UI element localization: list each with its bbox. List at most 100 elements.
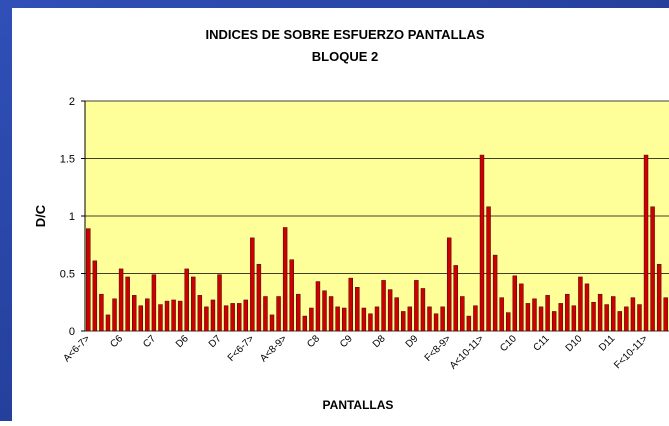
bar (446, 237, 452, 332)
bar (171, 299, 176, 332)
bar (112, 298, 117, 332)
bar (643, 154, 649, 332)
bar (538, 306, 544, 332)
bar (164, 300, 170, 332)
bar (650, 206, 655, 332)
bar (624, 306, 629, 332)
bar (460, 296, 465, 332)
bar (637, 304, 642, 332)
chart-subtitle: BLOQUE 2 (312, 49, 378, 64)
bar (492, 254, 498, 332)
bar (296, 293, 301, 332)
bar (138, 305, 143, 332)
bar (420, 288, 426, 332)
bar (335, 306, 340, 332)
bar (282, 227, 288, 332)
bar (630, 297, 636, 332)
bar (86, 228, 91, 332)
bar (387, 289, 393, 332)
bar (250, 237, 255, 332)
bar (230, 303, 235, 332)
bar (118, 268, 124, 332)
bar (355, 287, 360, 332)
bar (519, 283, 524, 332)
bar (578, 276, 583, 332)
bar (191, 276, 196, 332)
y-tick-label: 0 (69, 326, 75, 338)
bar (591, 302, 596, 332)
bar (394, 297, 399, 332)
bar (532, 298, 537, 332)
bar (663, 297, 668, 332)
bar (151, 274, 157, 332)
bar (499, 297, 504, 332)
bar (611, 296, 616, 332)
bar (302, 315, 308, 332)
bar (204, 306, 209, 332)
bar (184, 268, 189, 332)
bar (433, 313, 439, 332)
bar (263, 296, 268, 332)
bar (361, 307, 367, 332)
y-tick-label: 1 (69, 211, 75, 223)
x-axis-label: PANTALLAS (323, 398, 394, 412)
bar (368, 313, 373, 332)
bar (322, 290, 327, 332)
bar (217, 274, 222, 332)
bar (92, 260, 98, 332)
bar (145, 298, 150, 332)
bar (125, 276, 130, 332)
bar (407, 306, 413, 332)
bar (617, 311, 623, 332)
bar (309, 307, 314, 332)
bar (506, 312, 511, 332)
bar (381, 280, 386, 332)
bar (414, 280, 419, 332)
bar (328, 296, 334, 332)
bar (348, 277, 353, 332)
y-tick-label: 2 (69, 96, 75, 108)
bar (131, 295, 137, 332)
bar (551, 311, 557, 332)
bar (223, 305, 229, 332)
bar (374, 306, 380, 332)
bar (276, 296, 281, 332)
bar (604, 304, 609, 332)
bar (210, 299, 216, 332)
bar (197, 295, 203, 332)
bar (597, 293, 603, 332)
bar (479, 154, 485, 332)
bar (158, 304, 163, 332)
bar (315, 281, 321, 332)
bar (289, 259, 294, 332)
bar (243, 299, 248, 332)
bar (565, 293, 570, 332)
bar (545, 295, 550, 332)
bar (512, 275, 518, 332)
bar (558, 303, 563, 332)
bar (571, 305, 577, 332)
bar (584, 283, 590, 332)
bar (105, 314, 111, 332)
bar (486, 206, 491, 332)
bar (525, 303, 531, 332)
y-tick-label: 0.5 (60, 269, 75, 281)
bar (256, 264, 262, 332)
bar (99, 293, 104, 332)
bar (453, 265, 458, 332)
y-axis-label: D/C (33, 204, 48, 227)
bar (440, 306, 445, 332)
bar (236, 303, 242, 332)
bar (401, 311, 406, 332)
bar (177, 300, 183, 332)
bar (656, 264, 662, 332)
bar (473, 305, 478, 332)
bar (427, 306, 432, 332)
y-tick-label: 1.5 (60, 154, 75, 166)
bar (466, 315, 472, 332)
bar (269, 314, 275, 332)
chart-title: INDICES DE SOBRE ESFUERZO PANTALLAS (205, 27, 484, 42)
bar (341, 307, 347, 332)
